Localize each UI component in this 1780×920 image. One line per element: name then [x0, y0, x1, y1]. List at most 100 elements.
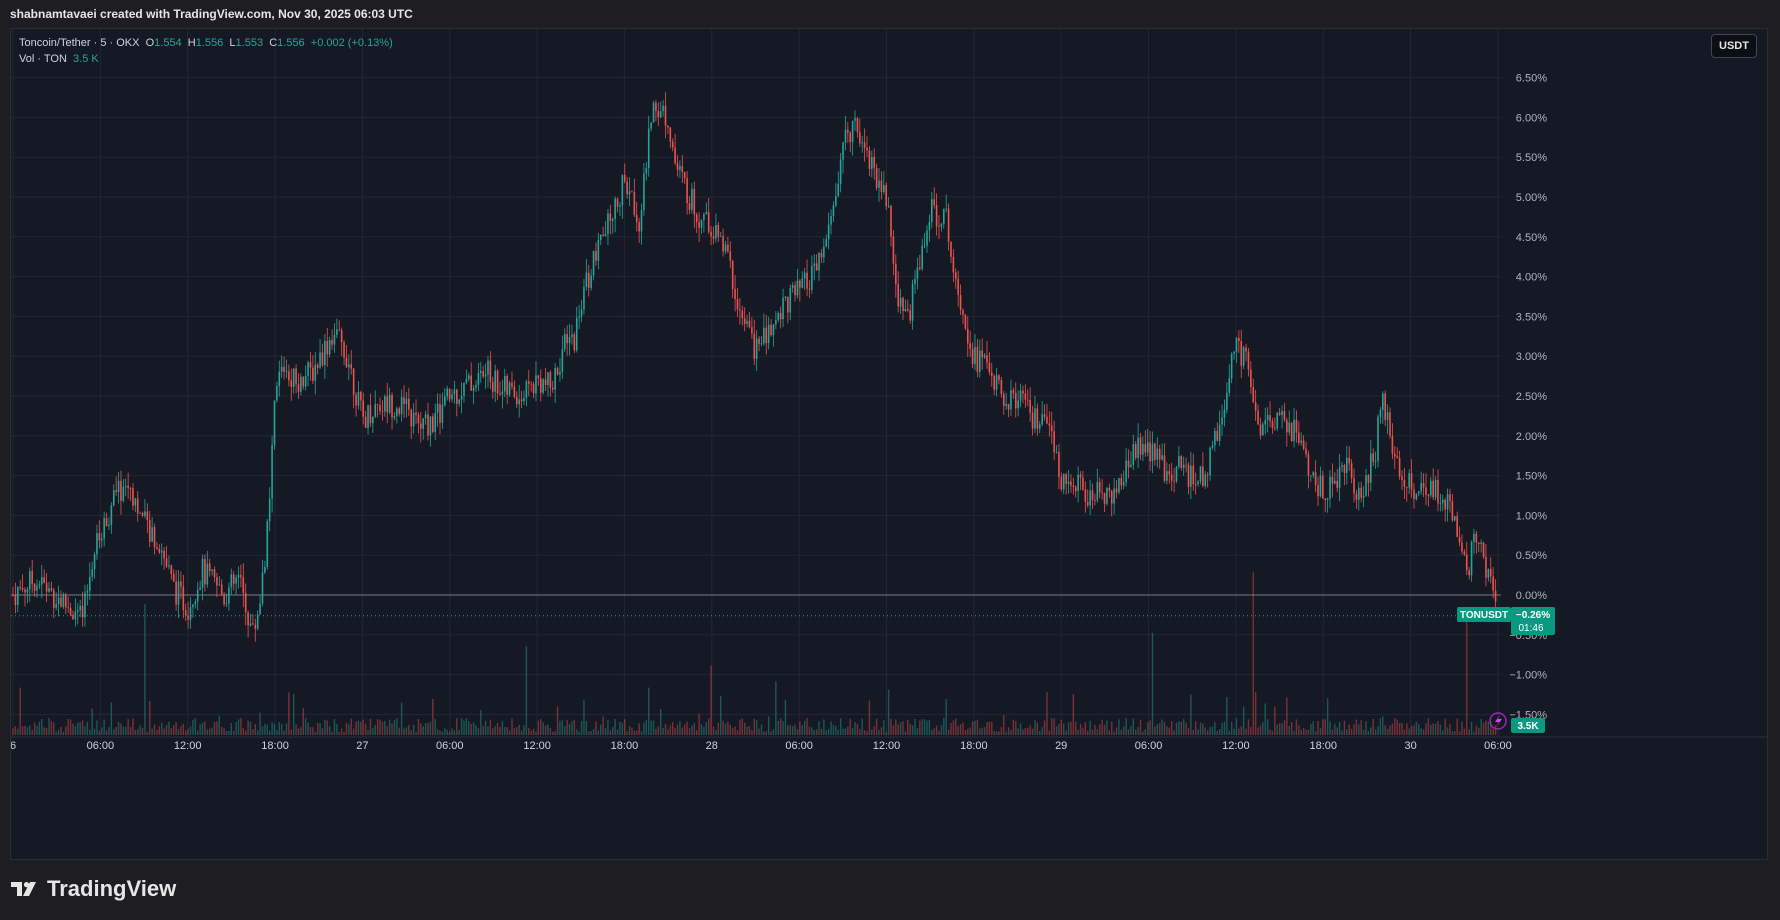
- candle-body: [225, 603, 228, 605]
- volume-bar: [861, 718, 863, 735]
- volume-bar: [705, 721, 707, 735]
- volume-bar: [604, 728, 607, 735]
- candle-body: [1223, 409, 1226, 418]
- tradingview-logo[interactable]: TradingView: [11, 876, 176, 902]
- volume-bar: [576, 729, 578, 735]
- candle-body: [971, 348, 974, 364]
- candle-body: [103, 518, 105, 539]
- candle-body: [1142, 444, 1144, 455]
- candle-body: [851, 120, 854, 143]
- candle-body: [813, 263, 816, 267]
- currency-button[interactable]: USDT: [1711, 34, 1757, 58]
- volume-bar: [412, 724, 415, 735]
- candle-body: [1429, 480, 1432, 496]
- volume-bar: [374, 725, 376, 735]
- volume-bar: [688, 728, 691, 735]
- chart-panel[interactable]: 6.50% 6.00% 5.50% 5.00% 4.50% 4.00% 3.50% 3.00%…: [10, 28, 1768, 860]
- volume-bar: [304, 718, 307, 735]
- candle-body: [554, 368, 556, 390]
- candle-body: [470, 375, 472, 391]
- candle-body: [626, 181, 628, 195]
- volume-bar: [43, 727, 45, 735]
- candle-body: [1137, 437, 1139, 458]
- volume-bar: [165, 725, 168, 735]
- candle-body: [1295, 419, 1298, 433]
- time-axis[interactable]: 6 06:00 12:00 18:00 27 06:00 12:00 18:00 28 06:00…: [11, 736, 1767, 752]
- price-axis[interactable]: 6.50% 6.00% 5.50% 5.00% 4.50% 4.00% 3.50% 3.00%…: [1509, 73, 1547, 722]
- volume-bar: [796, 729, 799, 735]
- candle-body: [1427, 494, 1430, 496]
- volume-bar: [475, 725, 477, 735]
- candle-body: [1118, 477, 1120, 493]
- candle-body: [1396, 456, 1398, 458]
- volume-bar: [1293, 730, 1295, 735]
- price-chart[interactable]: 6.50% 6.00% 5.50% 5.00% 4.50% 4.00% 3.50% 3.00%…: [11, 29, 1767, 859]
- volume-bar: [1338, 721, 1341, 735]
- volume-bar: [333, 718, 336, 735]
- volume-bar: [72, 723, 74, 735]
- lightning-icon[interactable]: [1495, 715, 1502, 727]
- candle-body: [595, 250, 597, 261]
- candle-body: [990, 372, 993, 377]
- candle-body: [844, 129, 847, 143]
- volume-bar: [146, 731, 149, 735]
- volume-bar: [364, 723, 367, 735]
- volume-bar: [583, 700, 585, 735]
- candle-body: [194, 601, 197, 605]
- candle-body: [945, 208, 947, 210]
- candle-body: [681, 166, 684, 173]
- candle-body: [916, 267, 919, 279]
- candle-body: [592, 250, 595, 276]
- volume-bar: [1468, 729, 1470, 735]
- candle-body: [278, 371, 281, 387]
- volume-bar: [890, 718, 892, 735]
- x-tick-label: 18:00: [261, 740, 289, 752]
- candle-body: [659, 111, 662, 118]
- candle-body: [1463, 551, 1466, 555]
- candle-body: [410, 409, 413, 427]
- y-tick-label: 3.50%: [1516, 311, 1547, 323]
- candle-body: [31, 570, 33, 584]
- grid-lines: [11, 29, 1501, 737]
- candle-body: [775, 319, 777, 325]
- volume-bar: [192, 719, 194, 735]
- x-tick-label: 12:00: [523, 740, 551, 752]
- candle-body: [837, 183, 840, 197]
- volume-bar: [348, 724, 350, 735]
- candle-body: [1235, 338, 1238, 352]
- candle-body: [887, 205, 890, 207]
- volume-bar: [657, 726, 660, 735]
- volume-bar: [1221, 723, 1223, 735]
- volume-bar: [763, 731, 765, 735]
- candle-body: [148, 519, 151, 542]
- volume-bar: [1324, 719, 1326, 735]
- volume-bar: [729, 724, 731, 735]
- lightning-icon-ring[interactable]: [1489, 712, 1507, 730]
- volume-bar: [969, 727, 971, 735]
- volume-bar: [1257, 727, 1259, 735]
- volume-bar: [336, 724, 338, 735]
- volume-bar: [1365, 721, 1367, 735]
- volume-bar: [755, 720, 758, 735]
- volume-bar: [496, 722, 499, 735]
- volume-bar: [115, 727, 117, 735]
- volume-bar: [369, 718, 372, 735]
- volume-bar: [398, 727, 400, 735]
- volume-bar: [1341, 730, 1343, 735]
- volume-bar: [280, 724, 283, 735]
- volume-label[interactable]: Vol · TON: [19, 53, 67, 65]
- y-tick-label: 0.00%: [1516, 590, 1547, 602]
- candle-body: [235, 577, 237, 584]
- candle-body: [254, 624, 257, 629]
- candle-body: [477, 373, 480, 385]
- candle-body: [995, 375, 998, 390]
- candle-body: [640, 210, 643, 232]
- candle-body: [1062, 474, 1065, 490]
- volume-bar: [1041, 727, 1043, 735]
- volume-bar: [36, 725, 38, 735]
- volume-bar: [403, 728, 405, 735]
- symbol-name[interactable]: Toncoin/Tether · 5 · OKX: [19, 37, 140, 49]
- candle-body: [698, 222, 700, 228]
- candle-body: [1372, 453, 1375, 462]
- volume-bar: [1394, 718, 1396, 735]
